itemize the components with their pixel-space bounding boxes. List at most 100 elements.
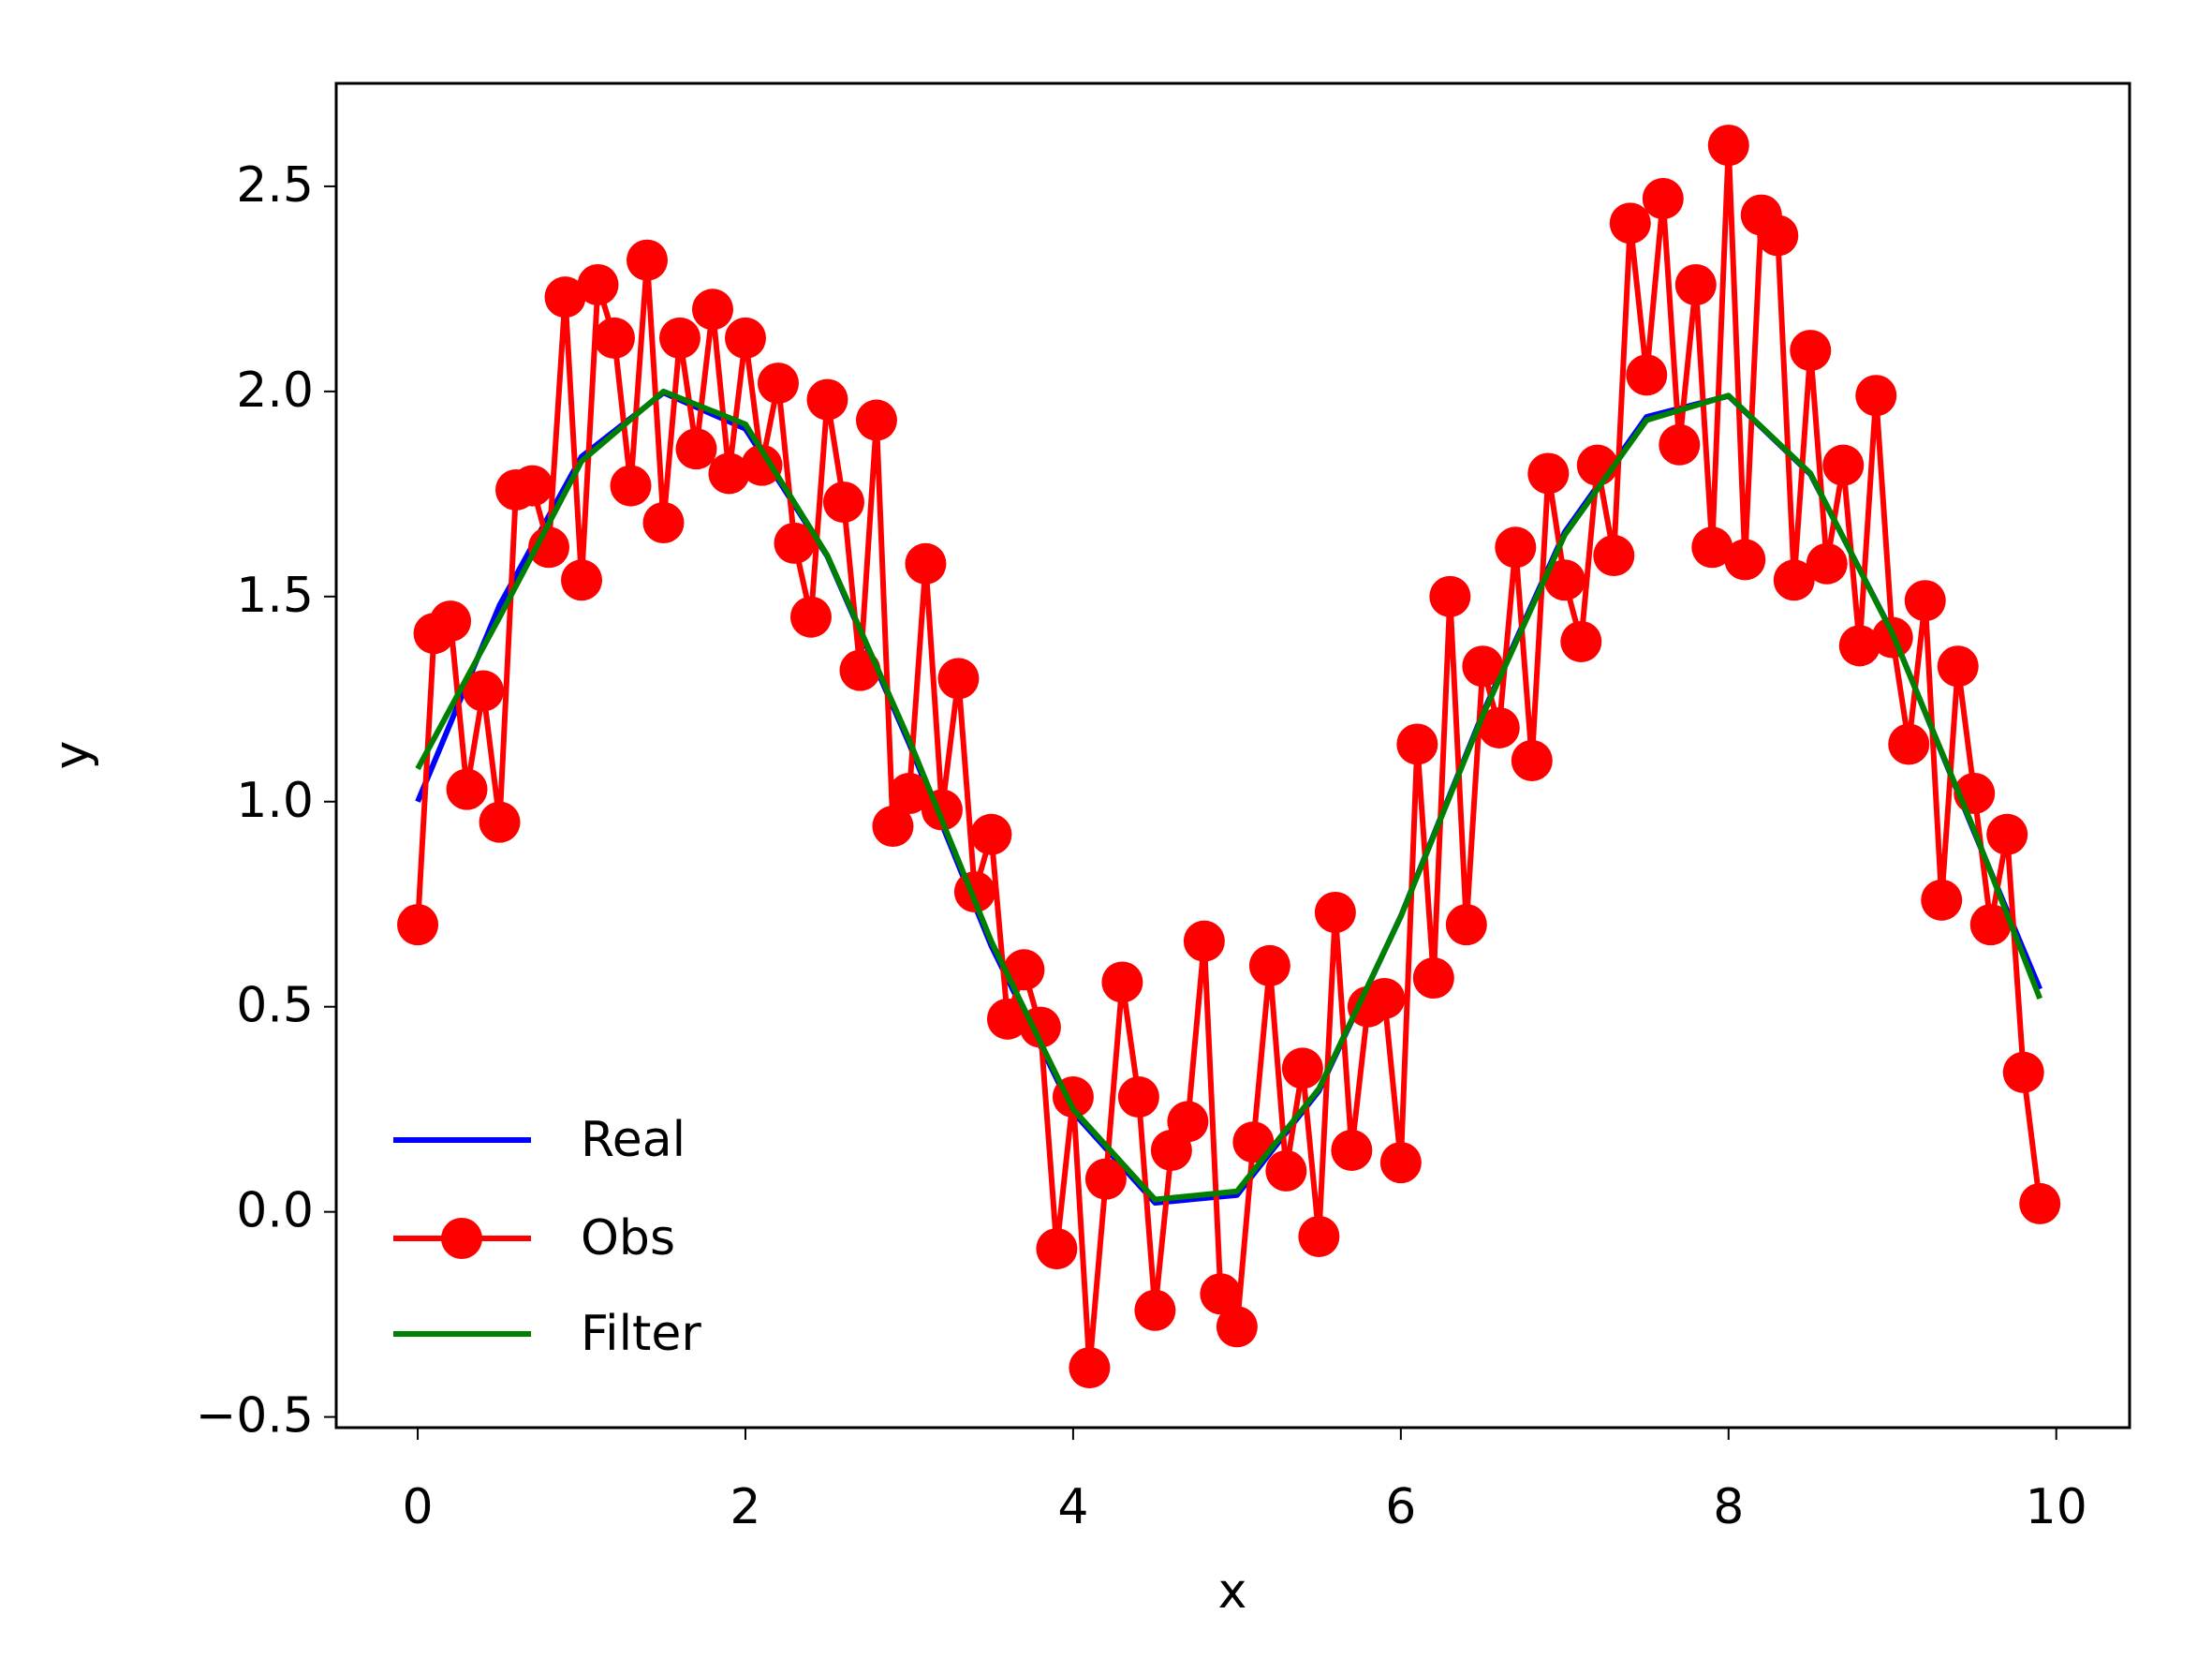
data-point	[1200, 1273, 1242, 1315]
data-point	[757, 363, 799, 405]
data-point	[642, 501, 685, 543]
data-point	[872, 806, 914, 848]
data-point	[1674, 264, 1717, 306]
data-point	[1003, 949, 1045, 991]
data-point	[822, 481, 864, 524]
data-point	[1183, 920, 1225, 962]
data-point	[1921, 879, 1963, 921]
y-tick-label: 2.5	[236, 157, 314, 214]
y-tick-label: 0.0	[236, 1183, 314, 1239]
axes-frame	[334, 81, 2131, 1429]
data-point	[1659, 423, 1701, 466]
data-point	[610, 465, 652, 507]
data-point	[1969, 904, 2012, 946]
data-point	[970, 813, 1012, 855]
legend-label: Filter	[581, 1306, 701, 1362]
data-point	[463, 670, 505, 712]
x-tick-label: 0	[402, 1479, 433, 1535]
data-point	[1642, 178, 1684, 220]
x-tick-label: 2	[730, 1479, 760, 1535]
data-point	[1757, 215, 1799, 257]
data-point	[937, 658, 980, 700]
plot-area	[397, 125, 2061, 1389]
data-point	[774, 522, 816, 564]
data-point	[479, 801, 521, 843]
data-point	[1495, 526, 1537, 569]
data-point	[888, 773, 930, 815]
data-point	[594, 317, 636, 359]
data-point	[1445, 904, 1487, 946]
data-point	[1773, 559, 1815, 601]
x-tick-label: 8	[1713, 1479, 1744, 1535]
data-point	[839, 649, 881, 691]
data-point	[1429, 575, 1471, 617]
data-point	[1609, 202, 1651, 244]
data-point	[1806, 542, 1848, 585]
data-point	[1232, 1121, 1275, 1163]
legend-marker	[441, 1218, 482, 1259]
data-point	[1167, 1101, 1209, 1143]
data-point	[1248, 944, 1290, 986]
data-point	[430, 600, 472, 643]
series-line	[415, 142, 2043, 1371]
y-axis-label: y	[44, 741, 100, 770]
data-point	[1855, 375, 1897, 417]
data-point	[561, 559, 603, 601]
data-point	[708, 452, 750, 495]
data-point	[1790, 330, 1832, 372]
data-point	[1396, 723, 1438, 765]
data-point	[1364, 977, 1406, 1019]
data-point	[1412, 957, 1454, 1000]
data-point	[446, 768, 488, 810]
data-point	[1101, 961, 1143, 1003]
data-point	[1543, 559, 1585, 601]
data-point	[2019, 1182, 2061, 1224]
y-tick-label: 2.0	[236, 363, 314, 419]
data-point	[1626, 354, 1668, 396]
data-point	[1117, 1076, 1159, 1118]
data-point	[528, 526, 570, 569]
data-point	[1822, 444, 1865, 486]
data-point	[1691, 526, 1733, 569]
data-point	[658, 317, 700, 359]
series-line	[415, 388, 2043, 1203]
data-point	[626, 239, 668, 281]
data-point	[1331, 1129, 1373, 1171]
data-point	[1265, 1149, 1307, 1192]
data-point	[789, 596, 832, 638]
data-point	[806, 378, 848, 421]
y-tick-label: 1.5	[236, 568, 314, 624]
data-point	[855, 399, 897, 441]
legend-label: Obs	[581, 1210, 675, 1266]
data-point	[1134, 1289, 1176, 1331]
data-point	[1084, 1158, 1127, 1200]
x-tick-label: 10	[2026, 1479, 2087, 1535]
y-tick-label: −0.5	[196, 1388, 314, 1444]
data-point	[1069, 1347, 1111, 1389]
data-point	[1904, 580, 1946, 622]
data-point	[1986, 813, 2028, 855]
data-point	[675, 428, 717, 470]
x-tick-label: 4	[1057, 1479, 1088, 1535]
data-point	[1724, 539, 1766, 581]
data-point	[1298, 1215, 1340, 1257]
data-point	[1216, 1306, 1258, 1348]
x-tick-label: 6	[1385, 1479, 1416, 1535]
data-point	[1478, 706, 1520, 748]
data-point	[724, 317, 766, 359]
data-point	[1314, 891, 1356, 933]
y-tick-label: 1.0	[236, 773, 314, 829]
data-point	[511, 465, 553, 507]
data-point	[1838, 625, 1880, 667]
data-point	[986, 998, 1028, 1040]
data-point	[1707, 125, 1749, 167]
data-point	[1036, 1228, 1078, 1270]
data-point	[1462, 645, 1504, 688]
x-axis-label: x	[1218, 1563, 1247, 1620]
data-point	[1379, 1142, 1422, 1184]
data-point	[905, 542, 947, 585]
data-point	[691, 289, 733, 331]
data-point	[1527, 452, 1570, 495]
data-point	[1888, 723, 1930, 765]
